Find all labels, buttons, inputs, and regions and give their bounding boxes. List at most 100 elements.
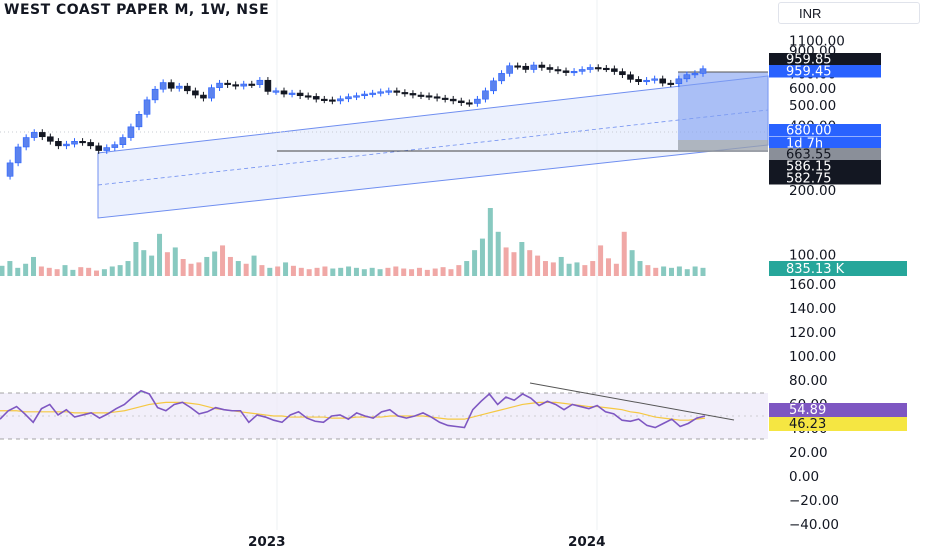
time-tick-2024: 2024 [568,534,606,550]
volume-tag-label: 835.13 K [786,262,845,277]
volume-bar [566,263,572,276]
rsi-tick: 80.00 [789,373,828,389]
rsi-tick: 140.00 [789,301,836,317]
volume-bar [574,262,580,276]
candle-body [79,141,86,144]
candle-body [296,92,304,97]
candle-body [594,67,602,70]
candle-body [675,78,683,85]
price-tag-label: 582.75 [786,172,832,187]
long-position-stop-zone[interactable] [678,140,768,152]
candle-body [30,132,38,138]
volume-bar [385,267,391,276]
volume-bar [542,261,548,276]
volume-bar [7,261,13,276]
price-tag-box [769,160,881,173]
candle-body [603,67,610,71]
candle-body [312,96,320,100]
volume-bar [133,242,139,276]
candle-body [570,70,578,74]
candle-body [304,95,312,98]
candle-body [353,95,360,98]
volume-bar [409,269,415,276]
volume-bar [582,265,588,276]
candle-body [71,141,78,145]
price-tick: 500.00 [789,98,836,114]
candle-body [425,95,433,98]
volume-bar [157,233,163,276]
rsi-trendline[interactable] [529,382,735,421]
candle-body [635,79,642,82]
rsi-value-label: 54.89 [789,403,826,418]
volume-bar [196,262,202,276]
volume-bar [38,266,44,276]
volume-bar [46,267,52,276]
candle-body [490,80,497,92]
volume-bar [180,259,186,276]
candle-body [224,82,231,85]
candle-body [264,79,272,92]
volume-bar [251,255,257,276]
volume-bar [346,266,352,276]
candle-body [361,93,368,97]
candle-body [200,94,207,99]
rsi-ma-label: 46.23 [789,417,826,432]
candle-body [280,90,288,95]
volume-bar [172,247,178,276]
volume-bar [353,267,359,276]
candle-body [377,91,385,94]
volume-bar [448,269,454,276]
candle-body [538,64,546,68]
candle-body [619,71,626,76]
price-tag-box [769,148,881,161]
volume-bar [204,256,210,276]
candle-body [329,99,336,102]
candle-body [667,82,675,85]
currency-selector[interactable]: INR [778,2,920,24]
candle-body [240,83,248,87]
volume-bar [503,247,509,276]
candle-body [345,96,352,100]
candle-body [457,100,465,104]
candles-group [6,61,707,180]
volume-bar [472,250,478,276]
volume-bar [164,252,170,276]
candle-body [522,65,530,70]
price-tick: 600.00 [789,81,836,97]
candle-body [159,82,167,90]
volume-bar [550,262,556,276]
volume-bar [62,265,68,276]
volume-bar [629,250,635,276]
volume-bar [653,267,659,276]
volume-bar [94,270,100,276]
candle-body [691,73,699,76]
candle-body [627,74,634,80]
regression-channel[interactable] [97,75,769,219]
candle-body [659,78,667,84]
volume-bar [149,255,155,276]
candle-body [530,64,538,70]
volume-bar [558,256,564,276]
candle-body [111,144,119,148]
price-tag-label: 680.00 [786,124,832,139]
candle-body [498,73,505,82]
volume-bar [456,265,462,276]
candle-body [651,78,658,81]
chart-title: WEST COAST PAPER M, 1W, NSE [4,2,270,18]
rsi-tick: 160.00 [789,277,836,293]
price-tag-label: 663.55 [786,148,832,163]
volume-bar [676,266,682,276]
candle-body [47,136,54,142]
candle-body [6,162,14,177]
channel-midline [97,109,769,186]
price-tick: 1100.00 [789,34,845,50]
volume-bar [613,263,619,276]
candle-body [22,137,30,148]
candle-body [248,83,256,86]
candle-body [401,92,409,95]
long-position-target-zone[interactable] [678,72,768,140]
volume-bar [235,261,241,276]
candle-body [175,85,183,89]
volume-bar [0,265,5,276]
